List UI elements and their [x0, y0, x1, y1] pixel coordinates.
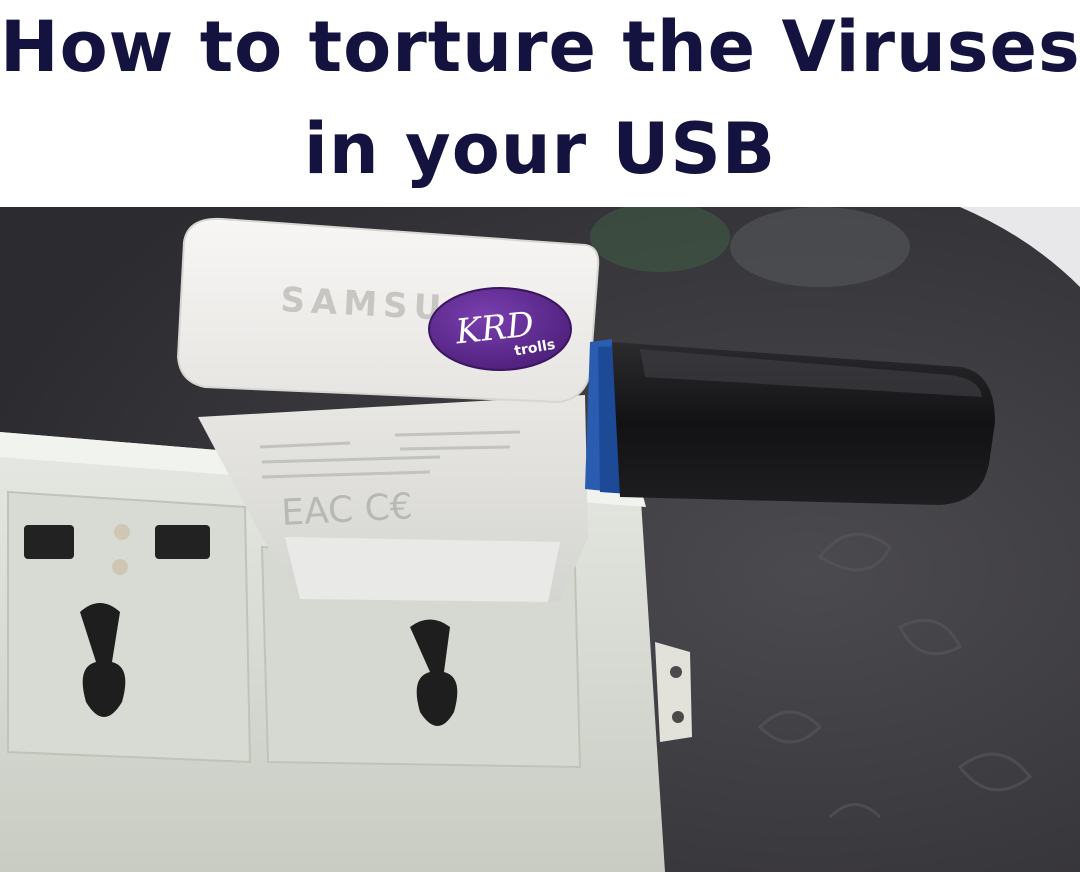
- socket-indicator: [114, 524, 130, 540]
- screw-hole: [672, 711, 684, 723]
- caption-banner: How to torture the Viruses in your USB: [0, 0, 1080, 207]
- screw-hole: [670, 666, 682, 678]
- usb-highlight: [640, 349, 982, 397]
- caption-line-2: in your USB: [303, 108, 777, 190]
- socket-left: [7, 490, 252, 764]
- socket-earth-hole: [410, 619, 458, 726]
- watermark: KRD trolls: [428, 287, 572, 371]
- table-pattern: [757, 532, 1033, 819]
- socket-earth-hole: [80, 603, 126, 717]
- socket-indicator: [112, 559, 128, 575]
- charger-label-lines: [259, 430, 521, 479]
- charger-brand: SAMSU: [280, 280, 449, 329]
- wall-corner: [960, 207, 1080, 287]
- background-blur: [730, 207, 910, 287]
- socket-pin-hole: [155, 525, 210, 559]
- photo: SAMSU EAC C€ KRD trolls: [0, 207, 1080, 872]
- watermark-sub: trolls: [513, 337, 556, 360]
- mounting-tab: [655, 642, 692, 742]
- charger-base: [285, 537, 560, 602]
- socket-pin-hole: [24, 525, 74, 559]
- caption-line-1: How to torture the Viruses: [0, 6, 1080, 88]
- watermark-main: KRD: [453, 304, 536, 352]
- background-blur: [590, 207, 730, 272]
- charger-marks: EAC C€: [280, 486, 413, 534]
